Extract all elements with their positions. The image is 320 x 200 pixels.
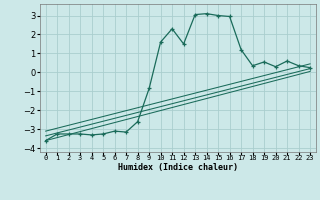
X-axis label: Humidex (Indice chaleur): Humidex (Indice chaleur) — [118, 163, 238, 172]
